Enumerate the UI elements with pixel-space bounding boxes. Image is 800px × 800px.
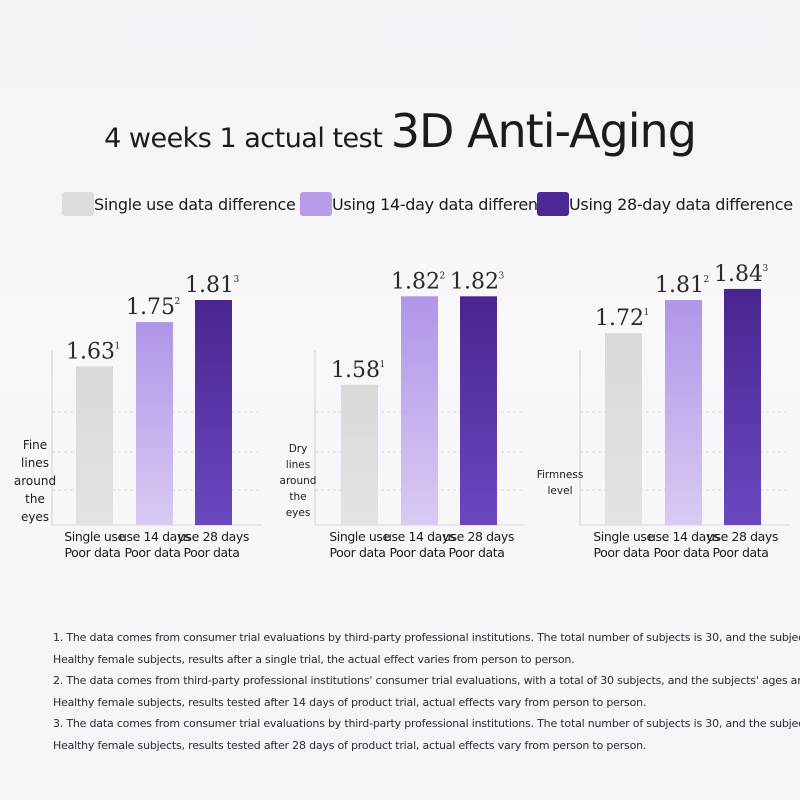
chart-3-value-sup-single: 1 (644, 308, 650, 318)
chart-1-value-label-single: 1.63 (66, 339, 115, 364)
chart-1-y-label-line-2: lines (21, 456, 49, 470)
footnotes: 1. The data comes from consumer trial ev… (53, 627, 800, 757)
chart-1-tick-sublabel-28day: Poor data (183, 545, 239, 560)
chart-2-value-label-14day: 1.82 (391, 269, 440, 294)
chart-2-bar-28day (460, 296, 497, 525)
chart-1-tick-sublabel-14day: Poor data (124, 545, 180, 560)
legend-item-single: Single use data difference (62, 192, 296, 216)
footnote-2-line-1: 2. The data comes from third-party profe… (53, 674, 800, 688)
chart-1-y-label-line-1: Fine (23, 438, 47, 452)
chart-3-value-label-28day: 1.84 (714, 262, 763, 287)
chart-2-tick-sublabel-14day: Poor data (389, 545, 445, 560)
legend-swatch-14day (300, 192, 332, 216)
chart-2-value-sup-single: 1 (380, 360, 386, 370)
footnote-3-line-2: Healthy female subjects, results tested … (53, 738, 647, 752)
chart-2-bar-single (341, 384, 378, 525)
chart-3-tick-sublabel-28day: Poor data (712, 545, 768, 560)
chart-3-bar-14day (665, 300, 702, 525)
chart-2-tick-sublabel-28day: Poor data (448, 545, 504, 560)
chart-2-y-label-line-3: around (280, 475, 317, 487)
footnote-1-line-2: Healthy female subjects, results after a… (53, 652, 575, 666)
legend-swatch-single (62, 192, 94, 216)
chart-3-tick-label-14day: use 14 days (648, 529, 719, 544)
chart-3-y-label-line-2: level (548, 485, 573, 497)
chart-title: 4 weeks 1 actual test 3D Anti-Aging (0, 104, 800, 158)
chart-2-value-sup-14day: 2 (440, 271, 446, 281)
chart-2-y-label-line-1: Dry (289, 443, 308, 455)
chart-2-tick-label-14day: use 14 days (384, 529, 455, 544)
chart-3-tick-sublabel-single: Poor data (593, 545, 649, 560)
chart-2-y-label-line-5: eyes (286, 507, 311, 519)
chart-2-y-label-line-4: the (289, 491, 306, 503)
chart-2-value-sup-28day: 3 (499, 271, 505, 281)
chart-3-tick-label-single: Single use (593, 529, 654, 544)
chart-2-tick-label-single: Single use (329, 529, 390, 544)
chart-3-tick-label-28day: use 28 days (707, 529, 778, 544)
chart-2-value-label-28day: 1.82 (450, 269, 499, 294)
legend-item-28day: Using 28-day data difference (537, 192, 793, 216)
chart-1-y-label-line-5: eyes (21, 510, 49, 524)
chart-1-tick-label-14day: use 14 days (119, 529, 190, 544)
chart-1-value-sup-14day: 2 (175, 297, 181, 307)
legend-label-28day: Using 28-day data difference (569, 194, 793, 214)
legend-swatch-28day (537, 192, 569, 216)
chart-3-y-label-line-1: Firmness (537, 469, 584, 481)
chart-3-value-sup-14day: 2 (704, 275, 710, 285)
chart-1-value-label-14day: 1.75 (126, 295, 175, 320)
chart-1-value-sup-single: 1 (115, 341, 121, 351)
title-main: 3D Anti-Aging (390, 104, 697, 158)
chart-1-bar-14day (136, 322, 173, 525)
legend-label-single: Single use data difference (94, 194, 296, 214)
footnote-2-line-2: Healthy female subjects, results tested … (53, 695, 647, 709)
chart-3-value-sup-28day: 3 (763, 264, 769, 274)
chart-3-tick-sublabel-14day: Poor data (653, 545, 709, 560)
chart-1-y-label-line-3: around (14, 474, 56, 488)
legend-item-14day: Using 14-day data difference (300, 192, 556, 216)
chart-1-value-label-28day: 1.81 (185, 273, 234, 298)
chart-1-bar-single (76, 366, 113, 525)
chart-1-value-sup-28day: 3 (234, 275, 240, 285)
chart-1-tick-sublabel-single: Poor data (64, 545, 120, 560)
footnote-3-line-1: 3. The data comes from consumer trial ev… (53, 717, 800, 731)
chart-3-value-label-14day: 1.81 (655, 273, 704, 298)
chart-2-y-label-line-2: lines (286, 459, 310, 471)
chart-1-tick-label-single: Single use (64, 529, 125, 544)
chart-2-tick-label-28day: use 28 days (443, 529, 514, 544)
legend-label-14day: Using 14-day data difference (332, 194, 556, 214)
chart-1-tick-label-28day: use 28 days (178, 529, 249, 544)
chart-2-value-label-single: 1.58 (331, 358, 380, 383)
title-prefix: 4 weeks 1 actual test (104, 123, 383, 154)
chart-3-bar-single (605, 333, 642, 525)
chart-1-y-label-line-4: the (25, 492, 45, 506)
chart-3-bar-28day (724, 288, 761, 525)
chart-3-value-label-single: 1.72 (595, 306, 644, 331)
chart-2-tick-sublabel-single: Poor data (329, 545, 385, 560)
chart-2-bar-14day (401, 296, 438, 525)
chart-1-bar-28day (195, 300, 232, 525)
footnote-1-line-1: 1. The data comes from consumer trial ev… (53, 631, 800, 644)
